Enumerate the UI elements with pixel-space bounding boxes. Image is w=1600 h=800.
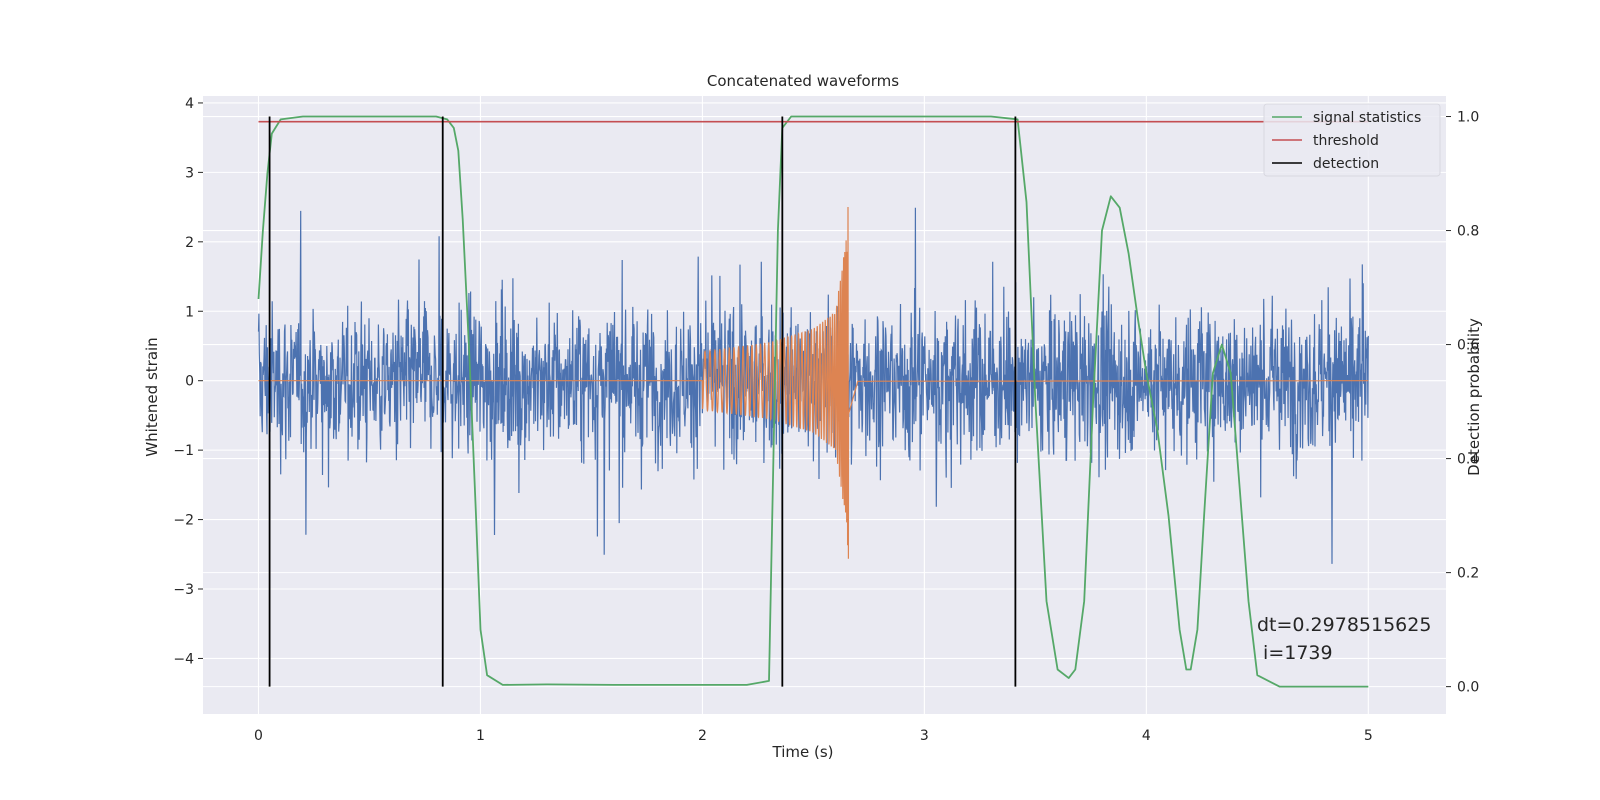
annotation-i: i=1739 — [1257, 642, 1333, 664]
y-right-tick-label: 0.2 — [1457, 566, 1479, 582]
y-right-tick-label: 0.8 — [1457, 224, 1479, 240]
x-tick-label: 4 — [1142, 728, 1151, 744]
ticks: 0 1 2 3 4 5 −4 −3 −2 −1 0 1 2 3 4 0.0 0.2 0.4 0.6 0.8 1.0 — [173, 96, 1479, 744]
legend-label-signal-statistics: signal statistics — [1313, 110, 1421, 126]
x-tick-label: 3 — [920, 728, 929, 744]
chart-title: Concatenated waveforms — [707, 72, 899, 90]
annotation-dt: dt=0.2978515625 — [1257, 614, 1431, 636]
y-tick-label: 1 — [185, 304, 194, 320]
y-tick-label: 0 — [185, 374, 194, 390]
x-axis-label: Time (s) — [772, 743, 834, 761]
x-tick-label: 5 — [1364, 728, 1373, 744]
x-tick-label: 0 — [254, 728, 263, 744]
y-axis-label: Whitened strain — [143, 337, 161, 456]
legend-label-threshold: threshold — [1313, 133, 1379, 149]
legend-box — [1263, 103, 1441, 177]
y-right-tick-label: 0.4 — [1457, 452, 1479, 468]
y-right-tick-label: 0.0 — [1457, 680, 1479, 696]
y-right-tick-label: 0.6 — [1457, 338, 1479, 354]
y-tick-label: −2 — [173, 513, 194, 529]
y-tick-label: 4 — [185, 96, 194, 112]
y-tick-label: −1 — [173, 443, 194, 459]
x-tick-label: 1 — [476, 728, 485, 744]
y-tick-label: −3 — [173, 582, 194, 598]
y-tick-label: 3 — [185, 165, 194, 181]
statistics-layer — [257, 115, 1369, 688]
signal-statistics-line — [257, 115, 1369, 688]
y-axis-label-right: Detection probability — [1465, 318, 1483, 476]
legend: signal statistics threshold detection — [1263, 103, 1441, 177]
y-tick-label: −4 — [173, 651, 194, 667]
y-right-tick-label: 1.0 — [1457, 110, 1479, 126]
x-tick-label: 2 — [698, 728, 707, 744]
legend-label-detection: detection — [1313, 156, 1379, 172]
y-tick-label: 2 — [185, 235, 194, 251]
